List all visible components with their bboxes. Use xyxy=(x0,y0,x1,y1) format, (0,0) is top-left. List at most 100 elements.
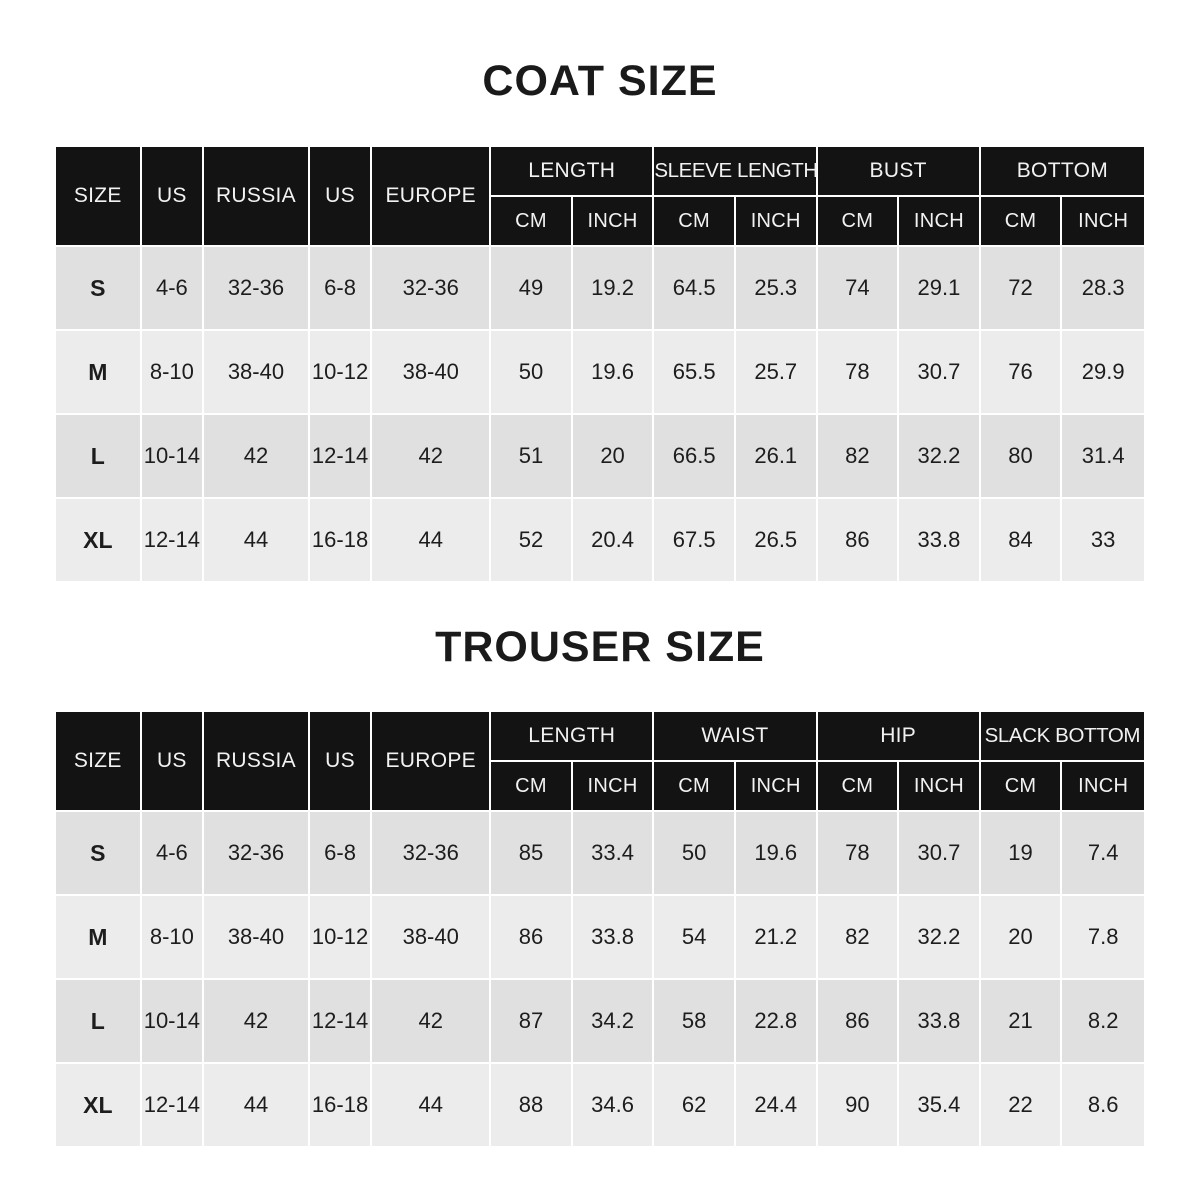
cell-bust-inch: 32.2 xyxy=(899,415,981,499)
cell-europe: 44 xyxy=(372,499,492,583)
cell-bottom-inch: 28.3 xyxy=(1062,247,1144,331)
cell-europe: 42 xyxy=(372,980,492,1064)
coat-group-bust: BUST xyxy=(817,147,981,197)
cell-slack-inch: 7.8 xyxy=(1062,896,1144,980)
cell-waist-inch: 21.2 xyxy=(735,896,818,980)
table-row: M 8-10 38-40 10-12 38-40 86 33.8 54 21.2… xyxy=(56,896,1144,980)
trouser-length-inch-unit: INCH xyxy=(572,762,655,812)
cell-waist-cm: 50 xyxy=(654,812,736,896)
cell-us-2: 12-14 xyxy=(309,415,373,499)
cell-slack-inch: 7.4 xyxy=(1062,812,1144,896)
cell-size: S xyxy=(56,247,142,331)
cell-sleeve-cm: 66.5 xyxy=(654,415,736,499)
cell-hip-inch: 32.2 xyxy=(899,896,981,980)
cell-europe: 42 xyxy=(372,415,492,499)
coat-bust-inch-unit: INCH xyxy=(899,197,981,247)
trouser-length-cm-unit: CM xyxy=(491,762,573,812)
coat-sleeve-cm-unit: CM xyxy=(654,197,736,247)
cell-bottom-cm: 76 xyxy=(980,331,1063,415)
cell-waist-inch: 19.6 xyxy=(735,812,818,896)
cell-length-inch: 20.4 xyxy=(572,499,655,583)
coat-bust-cm-unit: CM xyxy=(817,197,900,247)
trouser-hip-inch-unit: INCH xyxy=(899,762,981,812)
cell-waist-cm: 58 xyxy=(654,980,736,1064)
cell-length-inch: 19.6 xyxy=(572,331,655,415)
cell-bust-cm: 74 xyxy=(817,247,900,331)
coat-bottom-inch-unit: INCH xyxy=(1062,197,1144,247)
trouser-group-hip: HIP xyxy=(817,712,981,762)
trouser-size-title: TROUSER SIZE xyxy=(435,623,765,671)
table-row: M 8-10 38-40 10-12 38-40 50 19.6 65.5 25… xyxy=(56,331,1144,415)
trouser-group-length: LENGTH xyxy=(491,712,655,762)
coat-bottom-cm-unit: CM xyxy=(980,197,1063,247)
cell-hip-cm: 78 xyxy=(817,812,900,896)
cell-hip-inch: 33.8 xyxy=(899,980,981,1064)
cell-europe: 32-36 xyxy=(372,247,492,331)
table-row: S 4-6 32-36 6-8 32-36 85 33.4 50 19.6 78… xyxy=(56,812,1144,896)
trouser-header-row-1: SIZE US RUSSIA US EUROPE LENGTH WAIST HI… xyxy=(56,712,1144,812)
trouser-table-body: S 4-6 32-36 6-8 32-36 85 33.4 50 19.6 78… xyxy=(56,812,1144,1148)
coat-length-inch-unit: INCH xyxy=(572,197,655,247)
cell-slack-cm: 20 xyxy=(980,896,1063,980)
trouser-waist-cm-unit: CM xyxy=(654,762,736,812)
cell-sleeve-cm: 64.5 xyxy=(654,247,736,331)
trouser-slack-cm-unit: CM xyxy=(980,762,1063,812)
cell-sleeve-inch: 25.7 xyxy=(735,331,818,415)
cell-bust-cm: 82 xyxy=(817,415,900,499)
cell-sleeve-inch: 25.3 xyxy=(735,247,818,331)
cell-length-cm: 50 xyxy=(491,331,573,415)
cell-russia: 32-36 xyxy=(204,247,310,331)
cell-russia: 38-40 xyxy=(204,896,310,980)
cell-us-2: 6-8 xyxy=(309,812,373,896)
coat-header-row-2: CM INCH CM INCH CM INCH CM INCH xyxy=(56,197,1144,247)
cell-russia: 42 xyxy=(204,415,310,499)
cell-us-2: 16-18 xyxy=(309,499,373,583)
cell-us-2: 16-18 xyxy=(309,1064,373,1148)
coat-group-sleeve-length: SLEEVE LENGTH xyxy=(654,147,818,197)
coat-header-row-1: SIZE US RUSSIA US EUROPE LENGTH SLEEVE L… xyxy=(56,147,1144,247)
trouser-group-slack-bottom: SLACK BOTTOM xyxy=(980,712,1144,762)
cell-sleeve-inch: 26.1 xyxy=(735,415,818,499)
cell-russia: 44 xyxy=(204,1064,310,1148)
cell-bottom-cm: 84 xyxy=(980,499,1063,583)
trouser-col-europe: EUROPE xyxy=(372,712,492,812)
coat-size-title: COAT SIZE xyxy=(482,57,718,105)
table-row: XL 12-14 44 16-18 44 88 34.6 62 24.4 90 … xyxy=(56,1064,1144,1148)
coat-table-body: S 4-6 32-36 6-8 32-36 49 19.2 64.5 25.3 … xyxy=(56,247,1144,583)
cell-waist-inch: 22.8 xyxy=(735,980,818,1064)
cell-length-inch: 33.4 xyxy=(572,812,655,896)
cell-length-cm: 88 xyxy=(491,1064,573,1148)
coat-col-europe: EUROPE xyxy=(372,147,492,247)
cell-russia: 42 xyxy=(204,980,310,1064)
trouser-col-us-2: US xyxy=(309,712,373,812)
cell-russia: 38-40 xyxy=(204,331,310,415)
cell-bust-inch: 30.7 xyxy=(899,331,981,415)
cell-size: L xyxy=(56,415,142,499)
coat-length-cm-unit: CM xyxy=(491,197,573,247)
cell-russia: 44 xyxy=(204,499,310,583)
cell-length-inch: 34.6 xyxy=(572,1064,655,1148)
trouser-slack-inch-unit: INCH xyxy=(1062,762,1144,812)
cell-bust-inch: 33.8 xyxy=(899,499,981,583)
cell-waist-cm: 62 xyxy=(654,1064,736,1148)
cell-size: S xyxy=(56,812,142,896)
coat-col-size: SIZE xyxy=(56,147,142,247)
coat-col-us-1: US xyxy=(141,147,205,247)
cell-length-cm: 51 xyxy=(491,415,573,499)
cell-length-inch: 33.8 xyxy=(572,896,655,980)
cell-us-1: 12-14 xyxy=(141,1064,205,1148)
trouser-header-row-2: CM INCH CM INCH CM INCH CM INCH xyxy=(56,762,1144,812)
cell-us-1: 8-10 xyxy=(141,896,205,980)
trouser-hip-cm-unit: CM xyxy=(817,762,900,812)
cell-slack-inch: 8.2 xyxy=(1062,980,1144,1064)
cell-slack-cm: 22 xyxy=(980,1064,1063,1148)
trouser-col-size: SIZE xyxy=(56,712,142,812)
coat-group-length: LENGTH xyxy=(491,147,655,197)
coat-sleeve-inch-unit: INCH xyxy=(735,197,818,247)
cell-bottom-inch: 31.4 xyxy=(1062,415,1144,499)
cell-bottom-inch: 33 xyxy=(1062,499,1144,583)
cell-waist-inch: 24.4 xyxy=(735,1064,818,1148)
cell-length-inch: 20 xyxy=(572,415,655,499)
cell-bust-cm: 78 xyxy=(817,331,900,415)
